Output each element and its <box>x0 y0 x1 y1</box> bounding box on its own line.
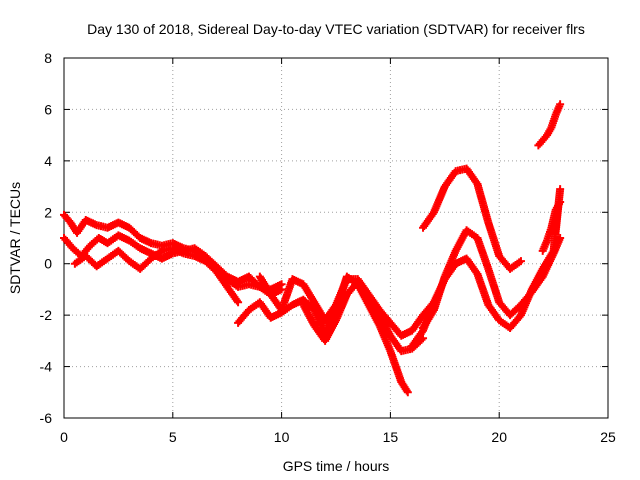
y-tick-label: -4 <box>40 359 53 375</box>
y-tick-label: 0 <box>44 256 52 272</box>
data-point <box>234 298 243 307</box>
y-tick-label: 2 <box>44 204 52 220</box>
y-tick-label: -6 <box>40 410 53 426</box>
grid <box>64 58 608 418</box>
x-tick-label: 25 <box>600 429 616 445</box>
chart-title: Day 130 of 2018, Sidereal Day-to-day VTE… <box>87 21 585 37</box>
x-axis-tick-labels: 0 5 10 15 20 25 <box>60 429 616 445</box>
x-tick-label: 20 <box>491 429 507 445</box>
y-tick-label: -2 <box>40 307 53 323</box>
x-tick-label: 5 <box>169 429 177 445</box>
y-axis-tick-labels: -6 -4 -2 0 2 4 6 8 <box>40 50 53 426</box>
y-tick-label: 6 <box>44 101 52 117</box>
x-axis-label: GPS time / hours <box>283 458 390 474</box>
data-point <box>277 285 286 294</box>
data-point <box>516 257 525 266</box>
y-tick-label: 8 <box>44 50 52 66</box>
x-tick-label: 10 <box>274 429 290 445</box>
data-point <box>556 185 565 194</box>
x-tick-label: 0 <box>60 429 68 445</box>
y-tick-label: 4 <box>44 153 52 169</box>
data-points <box>60 100 565 397</box>
data-point <box>556 100 565 109</box>
x-tick-label: 15 <box>383 429 399 445</box>
data-point <box>403 388 412 397</box>
data-point <box>556 198 565 206</box>
y-axis-label: SDTVAR / TECUs <box>7 182 23 294</box>
axis-ticks <box>63 57 609 419</box>
